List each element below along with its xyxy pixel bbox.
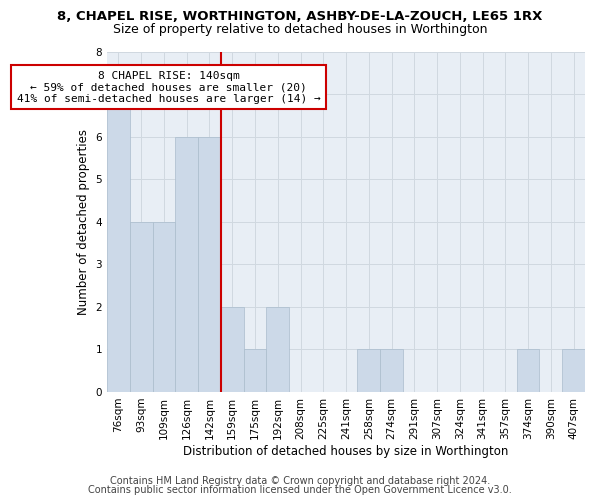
Bar [198, 136, 221, 392]
Bar [221, 307, 244, 392]
Text: Contains public sector information licensed under the Open Government Licence v3: Contains public sector information licen… [88, 485, 512, 495]
X-axis label: Distribution of detached houses by size in Worthington: Distribution of detached houses by size … [184, 444, 509, 458]
Bar [517, 350, 539, 392]
Bar [152, 222, 175, 392]
Bar [175, 136, 198, 392]
Bar [358, 350, 380, 392]
Bar [244, 350, 266, 392]
Text: 8, CHAPEL RISE, WORTHINGTON, ASHBY-DE-LA-ZOUCH, LE65 1RX: 8, CHAPEL RISE, WORTHINGTON, ASHBY-DE-LA… [58, 10, 542, 23]
Text: Size of property relative to detached houses in Worthington: Size of property relative to detached ho… [113, 22, 487, 36]
Bar [130, 222, 152, 392]
Text: 8 CHAPEL RISE: 140sqm
← 59% of detached houses are smaller (20)
41% of semi-deta: 8 CHAPEL RISE: 140sqm ← 59% of detached … [17, 70, 320, 104]
Text: Contains HM Land Registry data © Crown copyright and database right 2024.: Contains HM Land Registry data © Crown c… [110, 476, 490, 486]
Y-axis label: Number of detached properties: Number of detached properties [77, 128, 90, 314]
Bar [107, 94, 130, 392]
Bar [380, 350, 403, 392]
Bar [266, 307, 289, 392]
Bar [562, 350, 585, 392]
